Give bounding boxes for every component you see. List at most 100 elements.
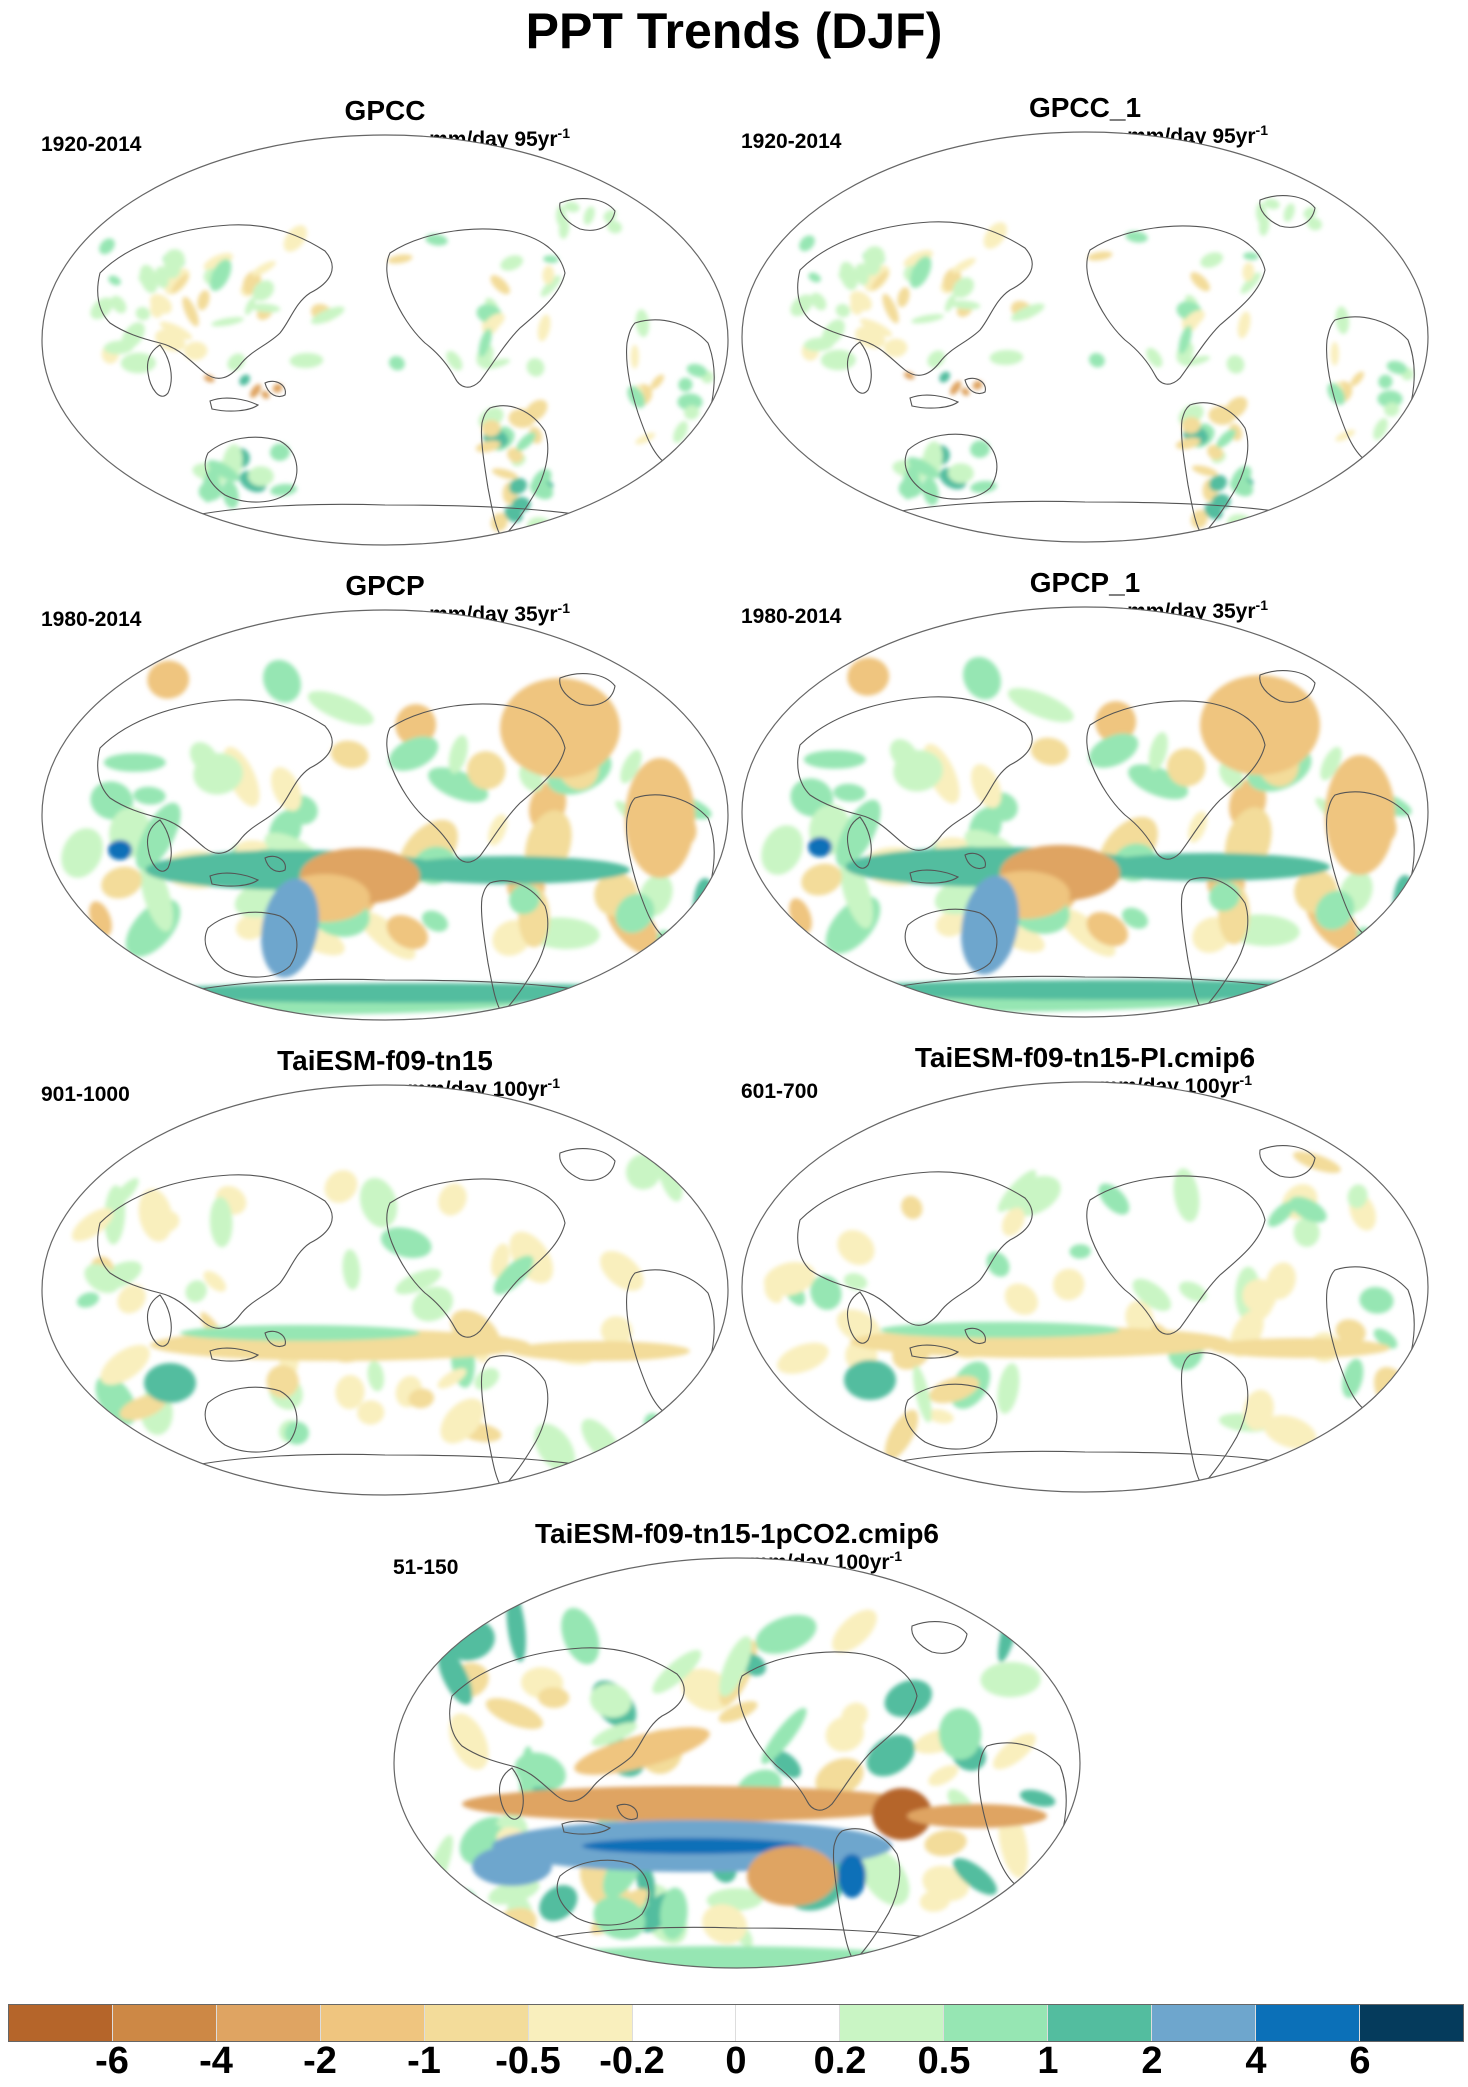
- coastline: [1259, 1145, 1316, 1178]
- panel-title: TaiESM-f09-tn15: [277, 1045, 493, 1076]
- trend-contour-region: [203, 253, 233, 271]
- trend-contour-region: [684, 405, 700, 420]
- trend-contour-region: [444, 1905, 483, 1960]
- trend-contour-region: [755, 1614, 817, 1654]
- trend-contour-region: [510, 1341, 690, 1361]
- trend-contour-region: [387, 254, 413, 264]
- trend-contour-region: [939, 371, 951, 383]
- trend-contour-region: [1007, 1175, 1061, 1217]
- trend-contour-region: [763, 1261, 816, 1296]
- trend-contour-region: [950, 381, 962, 395]
- trend-shading: [742, 132, 1428, 542]
- colorbar-box: [528, 2005, 633, 2041]
- trend-contour-region: [481, 358, 511, 370]
- trend-contour-region: [1303, 206, 1317, 219]
- colorbar-box: [736, 2005, 841, 2041]
- trend-contour-region: [907, 457, 940, 479]
- period-label: 1980-2014: [41, 608, 142, 631]
- trend-contour-region: [1320, 746, 1342, 781]
- trend-contour-region: [673, 421, 688, 443]
- coastline: [904, 908, 998, 975]
- trend-contour-region: [983, 222, 1007, 249]
- map-panel: GPCC 1920-2014 mm/day 95yr-1: [40, 95, 730, 547]
- trend-contour-region: [761, 825, 804, 875]
- trend-contour-region: [1004, 1283, 1038, 1315]
- trend-contour-region: [203, 1270, 227, 1292]
- colorbar-label: -6: [95, 2040, 129, 2082]
- trend-contour-region: [944, 294, 956, 312]
- trend-contour-region: [909, 256, 932, 288]
- trend-contour-region: [1069, 1244, 1091, 1259]
- coastline: [561, 1820, 612, 1835]
- colorbar-label: -2: [303, 2040, 337, 2082]
- trend-contour-region: [938, 1708, 982, 1760]
- trend-contour-region: [1191, 465, 1218, 477]
- trend-contour-region: [359, 1177, 398, 1228]
- trend-contour-region: [603, 209, 617, 222]
- trend-contour-region: [1210, 1338, 1390, 1358]
- trend-contour-region: [591, 1722, 638, 1747]
- trend-contour-region: [1181, 416, 1201, 434]
- trend-contour-region: [1087, 251, 1113, 261]
- trend-contour-region: [222, 480, 239, 509]
- trend-contour-region: [620, 749, 642, 784]
- trend-contour-region: [139, 264, 158, 294]
- trend-contour-region: [872, 1788, 932, 1840]
- map-border: [741, 131, 1429, 543]
- trend-contour-region: [1384, 402, 1400, 417]
- trend-contour-region: [928, 1765, 959, 1786]
- trend-contour-region: [963, 656, 1001, 700]
- trend-contour-region: [1289, 1196, 1327, 1223]
- coastline: [909, 869, 960, 884]
- trend-contour-region: [803, 750, 866, 769]
- colorbar-labels: -6 -4 -2 -1 -0.5 -0.2 0 0.2 0.5 1 2 4 6: [0, 2040, 1468, 2087]
- units-exponent: -1: [1239, 1072, 1252, 1088]
- trend-contour-region: [135, 802, 181, 870]
- trend-contour-region: [970, 480, 998, 493]
- trend-contour-region: [1190, 509, 1208, 529]
- coastline: [797, 1171, 1033, 1326]
- trend-contour-region: [913, 1365, 932, 1423]
- coastline: [964, 377, 986, 395]
- trend-contour-region: [606, 220, 623, 234]
- trend-contour-region: [574, 1727, 710, 1775]
- coastline: [797, 221, 1033, 376]
- trend-contour-region: [924, 1829, 967, 1857]
- trend-contour-region: [485, 1698, 543, 1730]
- trend-contour-region: [971, 764, 1002, 809]
- trend-contour-region: [719, 1636, 752, 1697]
- map-panel: TaiESM-f09-tn15-PI.cmip6 601-700 mm/day 10…: [740, 1042, 1430, 1494]
- trend-contour-region: [446, 350, 463, 371]
- trend-contour-region: [935, 911, 967, 937]
- trend-contour-region: [951, 257, 976, 274]
- trend-contour-region: [76, 1292, 100, 1308]
- coastline: [209, 397, 260, 412]
- trend-contour-region: [472, 1846, 552, 1886]
- trend-contour-region: [135, 306, 151, 321]
- trend-contour-region: [626, 1154, 661, 1190]
- trend-contour-region: [972, 380, 983, 390]
- trend-contour-region: [693, 878, 717, 938]
- trend-contour-region: [833, 783, 866, 802]
- trend-contour-region: [1371, 1405, 1408, 1442]
- trend-contour-region: [953, 1858, 997, 1895]
- coastline: [386, 228, 566, 388]
- trend-contour-region: [1386, 360, 1408, 374]
- trend-contour-region: [600, 1250, 644, 1291]
- trend-contour-region: [358, 911, 416, 960]
- coastline: [204, 1386, 298, 1453]
- trend-contour-region: [1146, 347, 1163, 368]
- trend-contour-region: [1266, 1262, 1296, 1300]
- period-label: 601-700: [741, 1080, 819, 1103]
- trend-contour-region: [171, 274, 189, 294]
- trend-contour-region: [202, 467, 220, 503]
- trend-contour-region: [961, 387, 970, 396]
- trend-contour-region: [1019, 1789, 1056, 1807]
- coastline: [964, 1327, 986, 1345]
- trend-contour-region: [1095, 701, 1137, 743]
- trend-contour-region: [449, 1713, 489, 1770]
- trend-contour-region: [1030, 737, 1069, 766]
- trend-contour-region: [1264, 198, 1280, 210]
- trend-contour-region: [961, 875, 1019, 975]
- trend-contour-region: [108, 275, 121, 286]
